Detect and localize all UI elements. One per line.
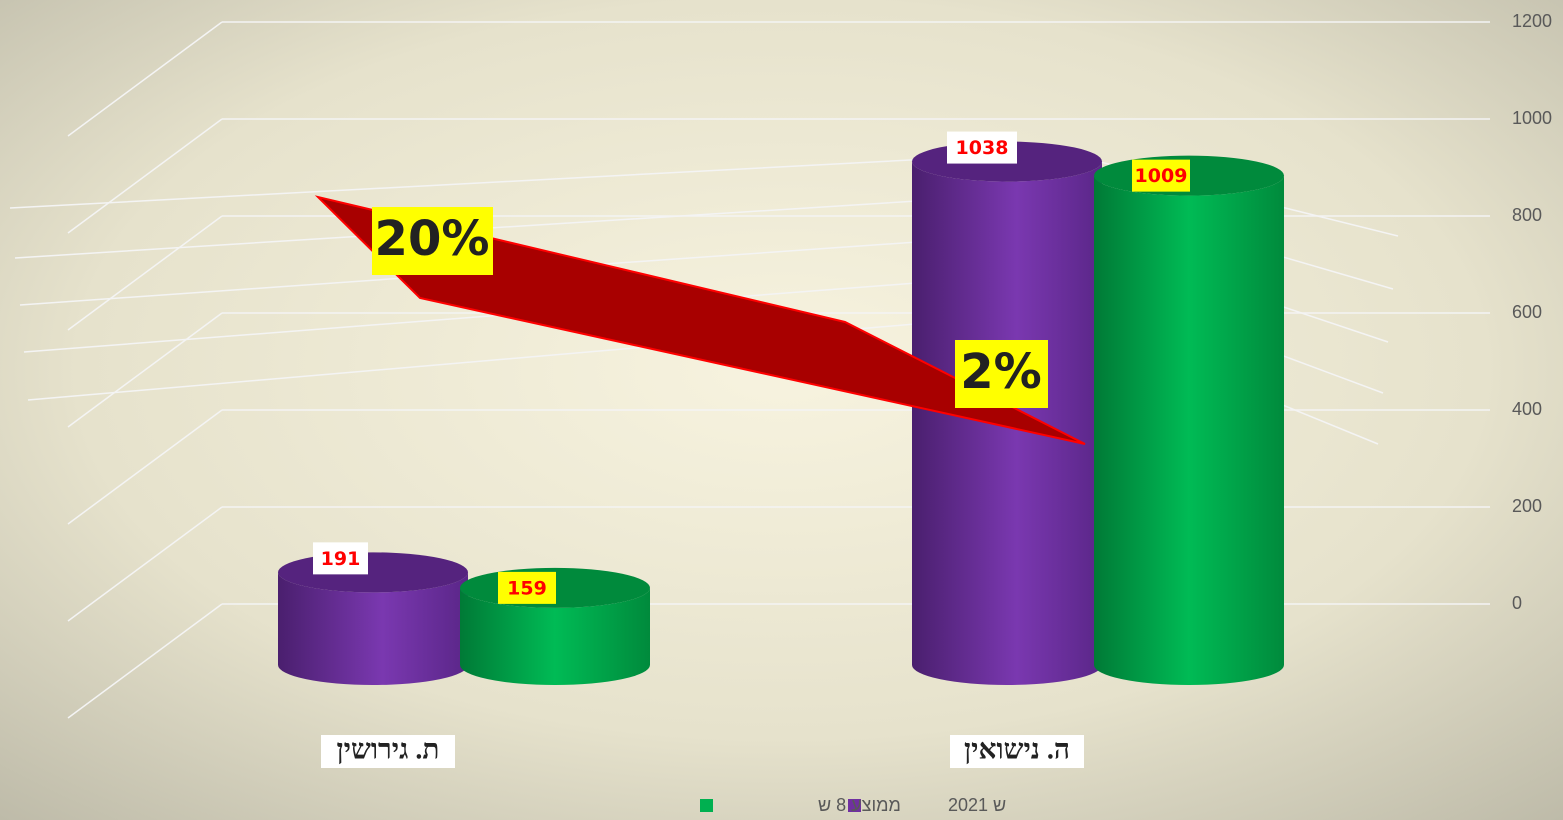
bar <box>1094 175 1284 685</box>
x-label-box <box>321 735 455 768</box>
annotation: 2% <box>960 344 1042 400</box>
y-tick-label: 1200 <box>1512 11 1552 31</box>
value-label-box <box>313 542 368 575</box>
value-label-box <box>498 571 556 604</box>
x-label-box <box>950 735 1084 768</box>
value-label: 1009 <box>1135 165 1188 187</box>
grid-floor <box>67 118 223 234</box>
grid-floor <box>67 603 223 719</box>
value-label: 1038 <box>956 137 1009 159</box>
value-label-box <box>947 131 1017 164</box>
grid-floor <box>67 215 223 331</box>
annotation-box <box>372 207 493 275</box>
legend-label: ש 2021 <box>948 795 1006 815</box>
grid-floor <box>67 312 223 428</box>
legend-swatch <box>848 799 861 812</box>
bar-top <box>278 552 468 593</box>
grid-floor <box>67 506 223 622</box>
y-tick-label: 800 <box>1512 205 1542 225</box>
y-tick-label: 600 <box>1512 302 1542 322</box>
value-label: 159 <box>507 577 547 599</box>
bar <box>278 572 468 685</box>
y-tick-label: 1000 <box>1512 108 1552 128</box>
bar <box>460 587 650 685</box>
legend-label: ממוצע 8 ש <box>818 795 901 815</box>
legend-swatch <box>700 799 713 812</box>
annotation: 20% <box>375 211 490 267</box>
labels: 0 200 400 600 800 1000 1200 191 159 ת. גירושין 103… <box>313 11 1552 815</box>
y-tick-label: 200 <box>1512 496 1542 516</box>
y-tick-label: 0 <box>1512 593 1522 613</box>
x-tick-label: ת. גירושין <box>337 734 440 765</box>
grid-floor <box>67 409 223 525</box>
value-label-box <box>1132 159 1190 192</box>
x-tick-label: ה. נישואין <box>964 734 1070 765</box>
grid-floor <box>67 21 223 137</box>
value-label: 191 <box>321 548 361 570</box>
y-tick-label: 400 <box>1512 399 1542 419</box>
annotation-box <box>955 340 1048 408</box>
